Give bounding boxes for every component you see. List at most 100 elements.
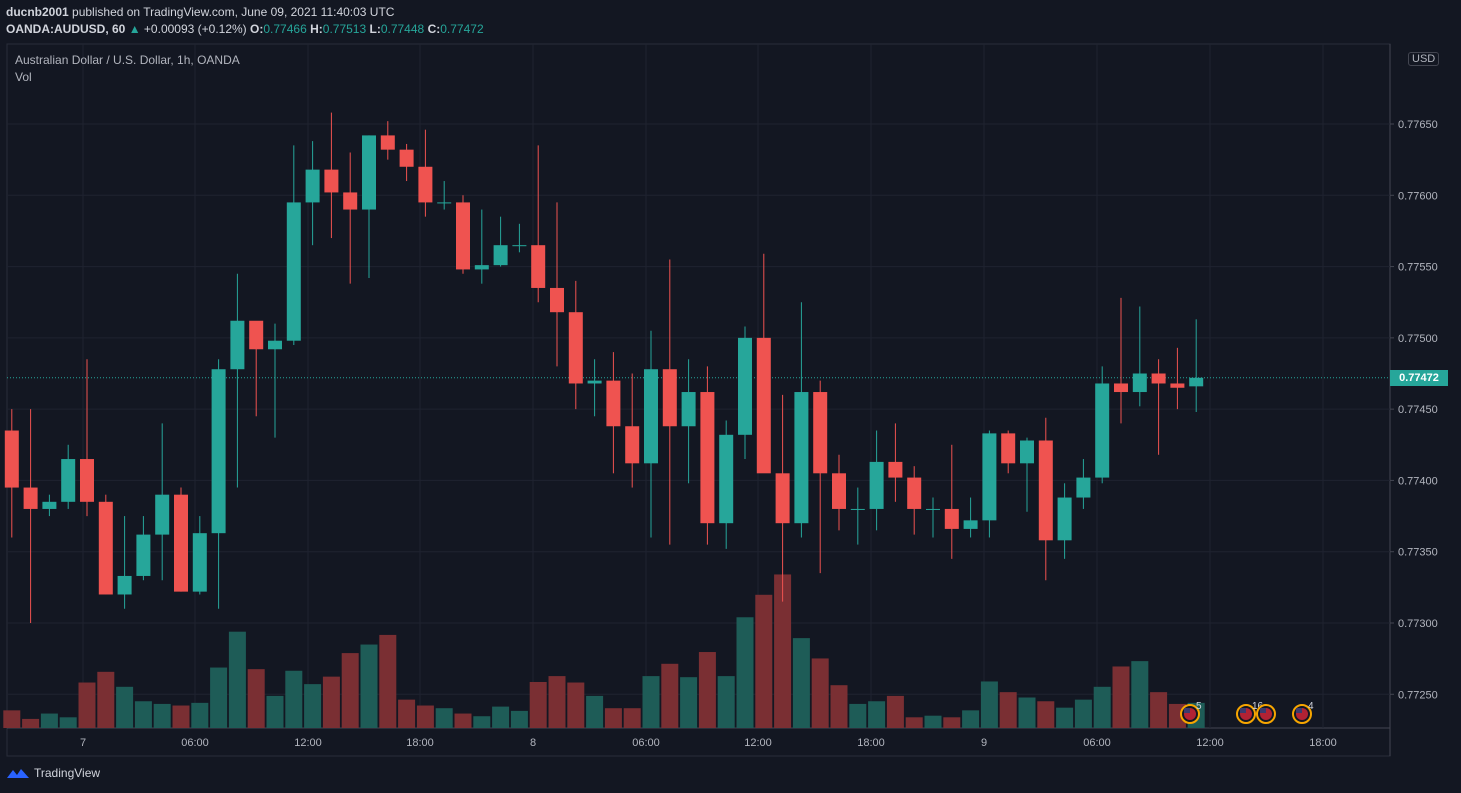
high-label: H: [310,22,323,36]
candle-body[interactable] [399,149,414,167]
candle-body[interactable] [1189,377,1204,387]
footer-brand[interactable]: TradingView [6,766,100,780]
candle-body[interactable] [794,392,809,524]
candle-body[interactable] [756,337,771,474]
volume-bar [492,706,510,728]
candle-body[interactable] [700,392,715,524]
candle-body[interactable] [644,369,658,464]
candle-body[interactable] [136,534,151,576]
candle-body[interactable] [192,533,207,592]
volume-bar [59,717,77,728]
y-tick-label: 0.77400 [1398,475,1438,487]
candle-body[interactable] [1076,477,1091,498]
candle-body[interactable] [1038,440,1053,541]
volume-bar [849,703,867,728]
candle-body[interactable] [531,245,546,288]
economic-event-flag-icon[interactable]: 5 [1180,701,1202,724]
candle-body[interactable] [230,320,245,370]
candle-body[interactable] [944,508,959,529]
volume-bar [247,669,265,728]
candle-body[interactable] [155,494,170,535]
economic-event-flag-icon[interactable]: 4 [1292,701,1314,724]
y-tick-label: 0.77350 [1398,547,1438,559]
candle-body[interactable] [982,433,997,521]
candle-body[interactable] [1151,373,1166,384]
volume-bar [398,699,416,728]
candle-body[interactable] [362,135,376,210]
candle-body[interactable] [418,166,433,203]
y-tick-label: 0.77550 [1398,262,1438,274]
economic-event-flag-icon[interactable] [1256,704,1276,724]
candle-body[interactable] [888,461,903,478]
candle-body[interactable] [719,434,734,524]
low-label: L: [369,22,381,36]
candle-body[interactable] [813,392,828,474]
volume-bar [1093,686,1111,728]
symbol-name[interactable]: OANDA:AUDUSD, 60 [6,22,126,36]
candle-body[interactable] [474,265,489,270]
author-name[interactable]: ducnb2001 [6,5,69,19]
candle-body[interactable] [380,135,395,150]
candle-body[interactable] [1020,440,1034,464]
candle-body[interactable] [437,202,452,204]
candle-body[interactable] [174,494,188,592]
candle-body[interactable] [286,202,301,341]
publish-info: ducnb2001 published on TradingView.com, … [6,5,394,19]
candle-body[interactable] [23,487,38,509]
candle-body[interactable] [926,508,940,510]
candle-body[interactable] [681,392,696,427]
volume-label: Vol [15,70,32,84]
candle-body[interactable] [907,477,922,509]
volume-bar [1112,666,1130,728]
candle-body[interactable] [512,245,527,247]
volume-bar [191,702,209,728]
volume-bar [360,644,378,728]
candle-body[interactable] [1095,383,1110,478]
volume-bar [285,670,303,728]
x-tick-label: 06:00 [632,737,660,749]
candle-body[interactable] [42,501,57,509]
volume-bar [1150,692,1168,728]
volume-bar [924,715,942,728]
candle-body[interactable] [963,520,978,529]
volume-bar [1074,699,1092,728]
candle-body[interactable] [587,380,602,384]
volume-bar [510,710,528,728]
candle-body[interactable] [493,245,508,266]
candle-body[interactable] [98,501,113,595]
candle-body[interactable] [625,426,640,464]
candle-body[interactable] [117,575,132,595]
volume-bar [567,682,585,728]
candle-body[interactable] [249,320,264,350]
candle-body[interactable] [568,312,583,384]
candle-body[interactable] [606,380,621,427]
candle-body[interactable] [775,473,790,524]
candle-body[interactable] [1114,383,1128,393]
candle-body[interactable] [1001,433,1016,464]
candle-body[interactable] [850,508,865,510]
candle-body[interactable] [1132,373,1147,393]
candle-body[interactable] [268,340,282,350]
candle-body[interactable] [61,459,76,502]
candle-body[interactable] [1170,383,1185,388]
volume-bar [736,617,754,728]
candle-body[interactable] [305,169,320,203]
economic-event-flag-icon[interactable]: 16 [1236,701,1264,724]
candle-body[interactable] [1057,497,1072,541]
volume-bar [868,701,886,728]
candle-body[interactable] [343,192,358,210]
candle-body[interactable] [211,369,226,534]
volume-bar [717,676,735,728]
candle-body[interactable] [738,337,752,435]
candle-body[interactable] [324,169,339,193]
candle-body[interactable] [456,202,470,270]
candle-body[interactable] [869,461,884,509]
candle-body[interactable] [662,369,677,427]
candle-body[interactable] [832,473,846,509]
candle-body[interactable] [4,430,19,488]
candle-body[interactable] [80,459,94,502]
currency-badge[interactable]: USD [1408,52,1440,66]
candle-body[interactable] [550,287,564,313]
